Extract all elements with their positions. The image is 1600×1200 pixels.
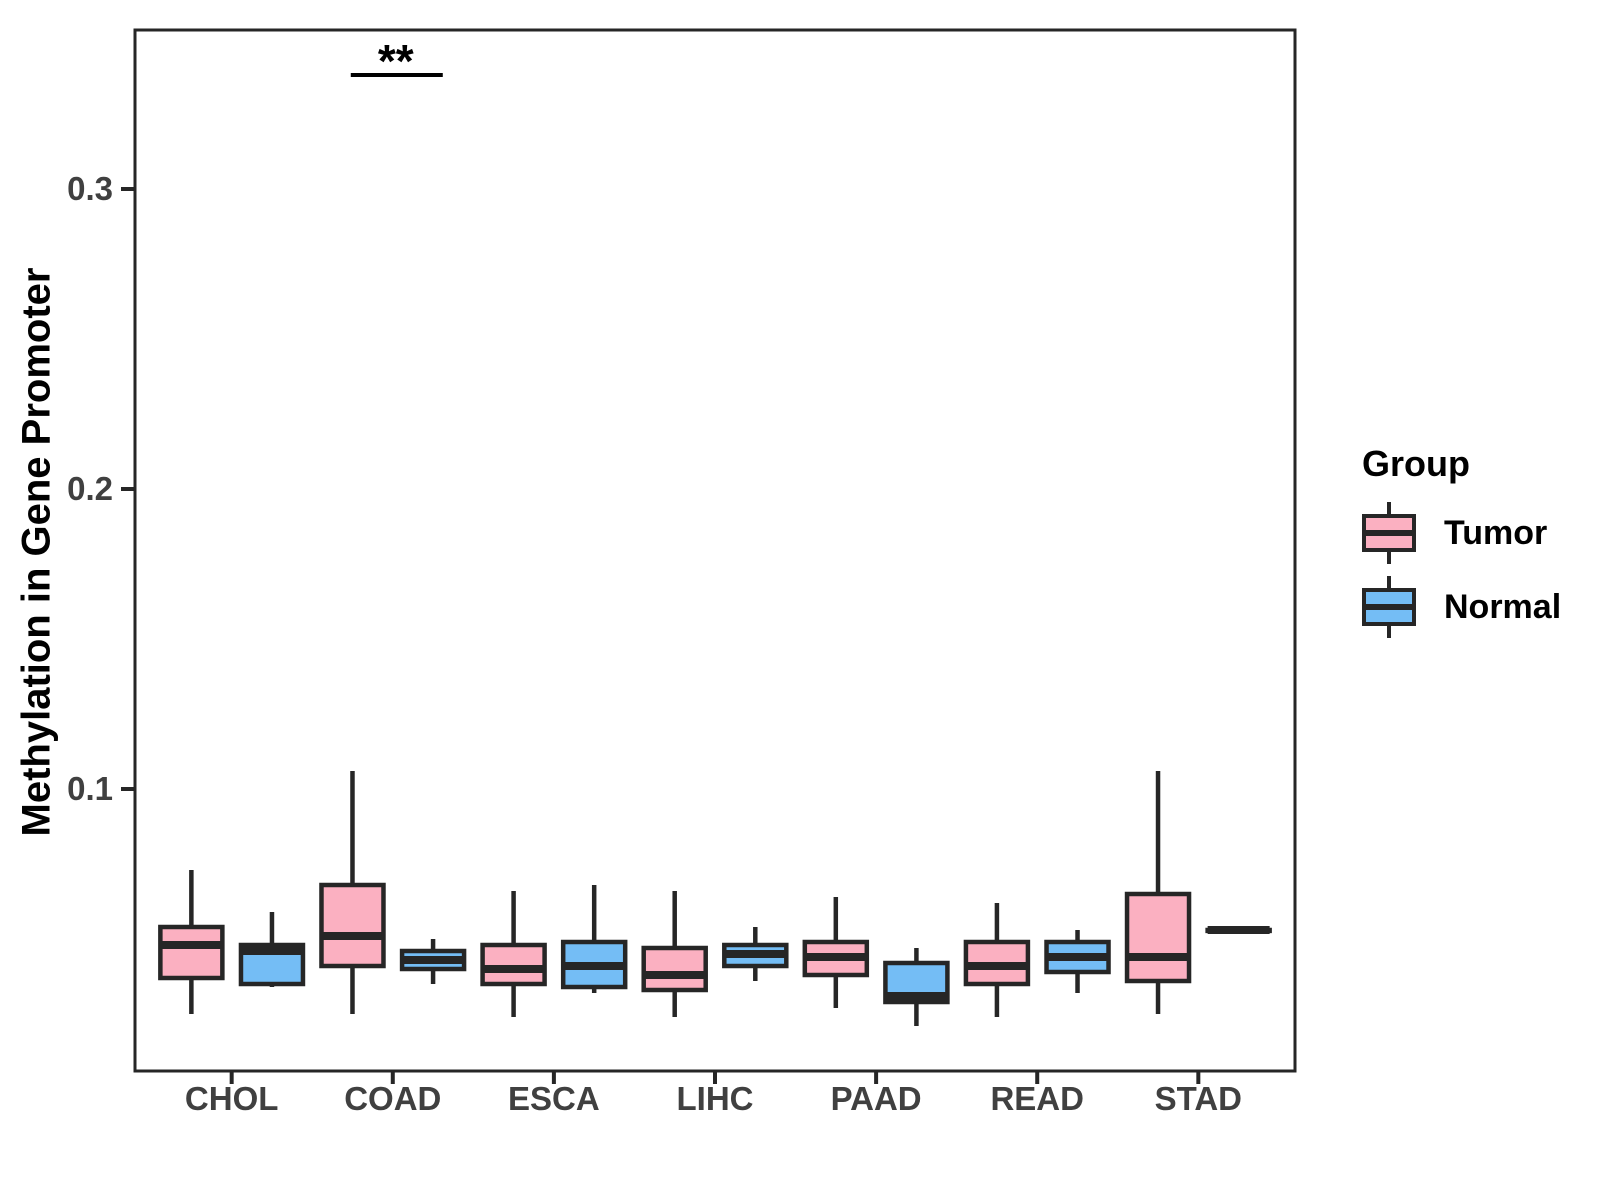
- box-coad-tumor: [319, 771, 386, 1014]
- box-read-normal: [1044, 930, 1111, 993]
- x-tick-label-paad: PAAD: [831, 1080, 922, 1117]
- x-tick-label-chol: CHOL: [185, 1080, 279, 1117]
- box-esca-normal: [560, 885, 628, 993]
- iqr-box: [319, 882, 386, 969]
- iqr-box: [1124, 891, 1192, 984]
- iqr-box: [158, 924, 225, 981]
- significance-stars: **: [378, 35, 414, 87]
- box-esca-tumor: [480, 891, 547, 1017]
- box-read-tumor: [963, 903, 1031, 1017]
- x-tick-label-stad: STAD: [1155, 1080, 1242, 1117]
- box-paad-tumor: [802, 897, 870, 1008]
- legend-label-normal: Normal: [1444, 587, 1562, 626]
- box-stad-tumor: [1124, 771, 1192, 1014]
- box-stad-normal: [1205, 926, 1272, 934]
- y-axis-title: Methylation in Gene Promoter: [14, 267, 59, 837]
- legend-item-normal: Normal: [1360, 573, 1561, 641]
- y-tick-label: 0.1: [67, 770, 113, 807]
- normal-boxplot-key-icon: [1362, 576, 1416, 638]
- tumor-boxplot-key-icon: [1362, 502, 1416, 564]
- x-tick-label-read: READ: [990, 1080, 1084, 1117]
- iqr-box: [480, 942, 547, 987]
- legend-title: Group: [1362, 443, 1470, 484]
- iqr-box: [641, 945, 708, 993]
- box-paad-normal: [883, 948, 950, 1026]
- box-chol-tumor: [158, 870, 225, 1014]
- panel-border: [133, 28, 1297, 1073]
- x-tick-label-coad: COAD: [344, 1080, 441, 1117]
- box-lihc-normal: [722, 927, 789, 981]
- y-tick-label: 0.2: [67, 470, 113, 507]
- legend-label-tumor: Tumor: [1444, 513, 1548, 552]
- legend: Group Tumor Normal: [1360, 443, 1561, 647]
- y-tick-label: 0.3: [67, 170, 113, 207]
- box-coad-normal: [399, 939, 467, 984]
- x-tick-label-esca: ESCA: [508, 1080, 600, 1117]
- box-chol-normal: [238, 912, 306, 987]
- box-lihc-tumor: [641, 891, 708, 1017]
- x-tick-label-lihc: LIHC: [677, 1080, 754, 1117]
- legend-item-tumor: Tumor: [1360, 499, 1561, 567]
